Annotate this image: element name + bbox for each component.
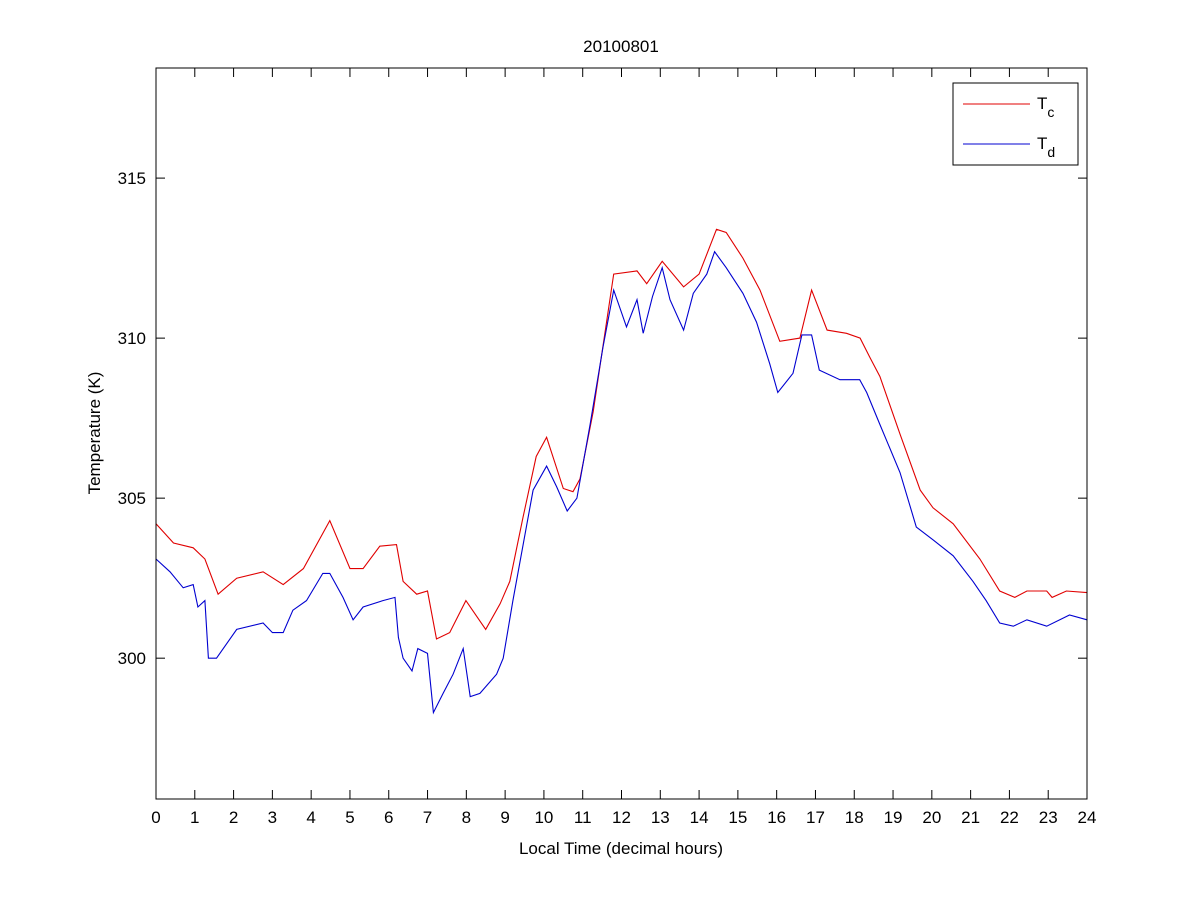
x-tick-label: 19 — [884, 808, 903, 827]
x-tick-label: 15 — [728, 808, 747, 827]
x-tick-label: 23 — [1039, 808, 1058, 827]
x-tick-label: 8 — [462, 808, 471, 827]
x-tick-label: 2 — [229, 808, 238, 827]
y-tick-label: 315 — [118, 169, 146, 188]
x-tick-label: 10 — [534, 808, 553, 827]
plot-area-frame — [155, 67, 1088, 800]
x-tick-label: 1 — [190, 808, 199, 827]
x-tick-label: 13 — [651, 808, 670, 827]
x-tick-label: 18 — [845, 808, 864, 827]
x-tick-label: 3 — [268, 808, 277, 827]
x-tick-label: 7 — [423, 808, 432, 827]
x-tick-label: 4 — [306, 808, 315, 827]
x-tick-label: 5 — [345, 808, 354, 827]
x-tick-label: 24 — [1078, 808, 1097, 827]
x-tick-label: 0 — [151, 808, 160, 827]
y-tick-label: 310 — [118, 329, 146, 348]
x-tick-label: 14 — [690, 808, 709, 827]
x-tick-label: 9 — [500, 808, 509, 827]
series-line-c — [155, 228, 1088, 640]
legend-box — [952, 82, 1079, 166]
x-tick-label: 20 — [922, 808, 941, 827]
y-tick-label: 305 — [118, 489, 146, 508]
x-tick-label: 22 — [1000, 808, 1019, 827]
legend-label-d: Td — [1037, 134, 1055, 160]
legend: Tc Td — [952, 82, 1079, 166]
x-tick-label: 17 — [806, 808, 825, 827]
y-tick-label: 300 — [118, 649, 146, 668]
x-tick-label: 12 — [612, 808, 631, 827]
legend-label-c: Tc — [1037, 94, 1054, 120]
x-tick-label: 11 — [574, 808, 592, 827]
y-axis-label: Temperature (K) — [85, 372, 104, 495]
x-tick-label: 16 — [767, 808, 786, 827]
axis-ticks: 0 1 2 3 4 5 6 7 8 9 10 11 12 13 14 15 16 17 18 19 20 21 22 23 24… — [118, 68, 1097, 827]
x-axis-label: Local Time (decimal hours) — [519, 839, 723, 858]
chart-title: 20100801 — [583, 37, 659, 56]
series-line-d — [155, 250, 1088, 715]
x-tick-label: 6 — [384, 808, 393, 827]
x-tick-label: 21 — [961, 808, 980, 827]
series-lines — [155, 228, 1088, 715]
